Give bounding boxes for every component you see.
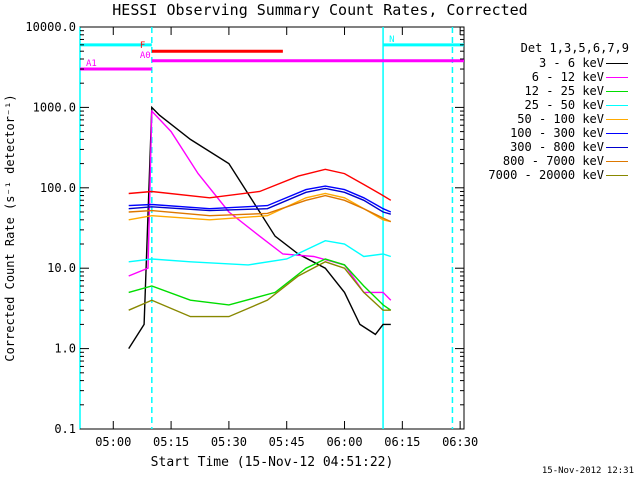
chart-title: HESSI Observing Summary Count Rates, Cor… bbox=[112, 1, 528, 19]
legend-item-label: 12 - 25 keV bbox=[524, 84, 604, 98]
x-tick-label-3: 05:45 bbox=[269, 435, 305, 449]
legend-item-swatch bbox=[606, 77, 628, 78]
legend-item: 50 - 100 keV bbox=[486, 112, 630, 126]
legend-item-label: 800 - 7000 keV bbox=[502, 154, 604, 168]
series-line-4 bbox=[128, 192, 391, 223]
legend-item: 3 - 6 keV bbox=[486, 56, 630, 70]
flag-label-N: N bbox=[389, 35, 394, 45]
y-tick-label-0: 0.1 bbox=[54, 422, 76, 436]
series-line-0 bbox=[128, 105, 391, 349]
timestamp: 15-Nov-2012 12:31 bbox=[541, 466, 634, 476]
series-line-3 bbox=[128, 239, 392, 266]
x-tick-label-0: 05:00 bbox=[95, 435, 131, 449]
series-line-6 bbox=[128, 187, 391, 215]
legend-item-label: 6 - 12 keV bbox=[531, 70, 604, 84]
legend-item-label: 100 - 300 keV bbox=[510, 126, 604, 140]
legend-item: 300 - 800 keV bbox=[486, 140, 630, 154]
flag-label-A1: A1 bbox=[86, 59, 97, 69]
legend-item-swatch bbox=[606, 147, 628, 148]
legend-item-swatch bbox=[606, 175, 628, 176]
y-tick-label-3: 100.0 bbox=[40, 181, 76, 195]
plot-frame bbox=[79, 26, 465, 430]
flag-label-F: F bbox=[140, 41, 145, 51]
legend-item: 25 - 50 keV bbox=[486, 98, 630, 112]
legend-item-swatch bbox=[606, 119, 628, 120]
x-axis-label: Start Time (15-Nov-12 04:51:22) bbox=[150, 455, 394, 470]
y-axis-label: Corrected Count Rate (s⁻¹ detector⁻¹) bbox=[3, 94, 17, 361]
legend-item-label: 50 - 100 keV bbox=[517, 112, 604, 126]
legend-item: 100 - 300 keV bbox=[486, 126, 630, 140]
legend-item: 800 - 7000 keV bbox=[486, 154, 630, 168]
legend-item: 7000 - 20000 keV bbox=[486, 168, 630, 182]
series-line-5 bbox=[128, 185, 392, 213]
legend-item-label: 300 - 800 keV bbox=[510, 140, 604, 154]
x-tick-label-2: 05:30 bbox=[211, 435, 247, 449]
x-tick-label-6: 06:30 bbox=[442, 435, 478, 449]
series-line-2 bbox=[128, 258, 392, 311]
legend-item-swatch bbox=[606, 105, 628, 106]
legend-title: Det 1,3,5,6,7,9 bbox=[520, 41, 629, 55]
y-tick-label-5: 10000.0 bbox=[25, 20, 76, 34]
legend-item-swatch bbox=[606, 63, 628, 64]
y-tick-label-1: 1.0 bbox=[54, 342, 76, 356]
series-line-9 bbox=[128, 168, 392, 201]
y-tick-label-2: 10.0 bbox=[47, 261, 76, 275]
legend-item: 6 - 12 keV bbox=[486, 70, 630, 84]
y-tick-label-4: 1000.0 bbox=[33, 100, 76, 114]
legend-item-label: 3 - 6 keV bbox=[538, 56, 604, 70]
x-tick-label-4: 06:00 bbox=[326, 435, 362, 449]
legend-item-swatch bbox=[606, 133, 628, 134]
legend-item-swatch bbox=[606, 91, 628, 92]
series-line-7 bbox=[128, 194, 392, 223]
series-line-8 bbox=[128, 261, 391, 318]
x-tick-label-1: 05:15 bbox=[153, 435, 189, 449]
legend-item-swatch bbox=[606, 161, 628, 162]
legend-item-label: 25 - 50 keV bbox=[524, 98, 604, 112]
legend-item: 12 - 25 keV bbox=[486, 84, 630, 98]
flag-label-A0: A0 bbox=[140, 51, 151, 61]
legend-item-label: 7000 - 20000 keV bbox=[488, 168, 604, 182]
x-tick-label-5: 06:15 bbox=[384, 435, 420, 449]
